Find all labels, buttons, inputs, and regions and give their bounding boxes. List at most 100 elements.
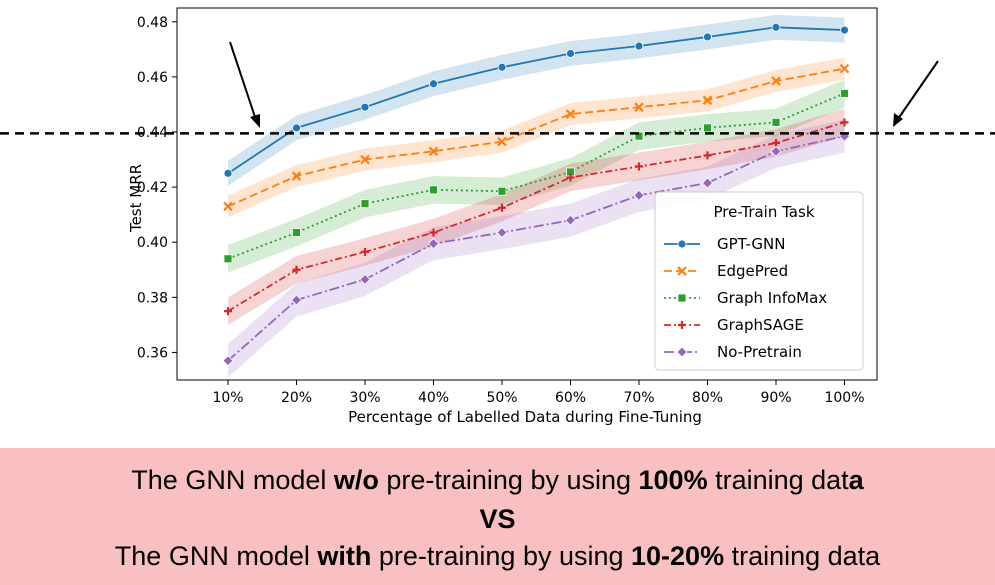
- band-gpt-gnn: [228, 14, 845, 186]
- band-edgepred: [228, 57, 845, 218]
- y-tick-label: 0.48: [137, 15, 168, 31]
- x-tick-label: 80%: [692, 390, 723, 406]
- legend-label-gpt-gnn: GPT-GNN: [717, 235, 785, 253]
- point-edgepred: [839, 63, 850, 74]
- point-edgepred: [223, 201, 233, 212]
- point-graphsage: [840, 118, 849, 127]
- line-no-pretrain: [227, 135, 845, 362]
- point-graphsage: [635, 162, 643, 171]
- series-markers: [222, 22, 851, 367]
- point-graph-infomax: [292, 228, 301, 237]
- caption-box: The GNN model w/o pre-training by using …: [0, 448, 995, 585]
- caption-text: The GNN model: [131, 465, 334, 495]
- caption-line-1: The GNN model w/o pre-training by using …: [0, 464, 995, 496]
- point-gpt-gnn: [497, 62, 507, 72]
- y-tick-label: 0.42: [137, 180, 168, 196]
- point-no-pretrain: [427, 238, 440, 250]
- caption-bold: 10-20%: [631, 541, 725, 571]
- point-graphsage: [224, 307, 232, 316]
- y-tick-label: 0.36: [137, 345, 168, 361]
- y-axis-label: Test MRR: [127, 164, 145, 233]
- line-gpt-gnn: [227, 26, 845, 175]
- legend-marker-graph-infomax: [677, 293, 687, 303]
- point-edgepred: [565, 109, 576, 119]
- point-graph-infomax: [223, 254, 233, 264]
- point-graph-infomax: [771, 117, 781, 127]
- legend-label-graph-infomax: Graph InfoMax: [717, 289, 827, 307]
- series-lines: [227, 26, 845, 362]
- x-axis-ticks: 10% 20% 30% 40% 50% 60% 70% 80% 90% 100%: [212, 380, 865, 406]
- caption-bold: a: [848, 465, 864, 495]
- point-edgepred: [702, 95, 713, 106]
- point-gpt-gnn: [292, 123, 301, 133]
- point-gpt-gnn: [771, 22, 781, 32]
- band-no-pretrain: [228, 119, 845, 378]
- point-edgepred: [360, 154, 370, 165]
- point-no-pretrain: [564, 214, 577, 226]
- legend-marker-gpt-gnn: [677, 239, 687, 249]
- point-edgepred: [291, 171, 302, 181]
- x-tick-label: 50%: [486, 390, 517, 406]
- caption-text: The GNN model: [114, 541, 318, 571]
- x-tick-label: 20%: [281, 390, 312, 406]
- caption-bold: w/o: [333, 465, 379, 495]
- line-graphsage: [227, 121, 845, 312]
- legend-label-edgepred: EdgePred: [717, 262, 788, 280]
- legend-title: Pre-Train Task: [713, 203, 814, 221]
- point-edgepred: [497, 136, 507, 147]
- legend-marker-graphsage: [678, 321, 686, 329]
- chart: 0.360.380.400.420.440.460.48 10% 20% 30% 40…: [0, 7, 995, 426]
- point-gpt-gnn: [360, 102, 370, 112]
- legend-marker-no-pretrain: [676, 346, 688, 358]
- legend-label-graphsage: GraphSAGE: [717, 316, 804, 334]
- x-tick-label: 30%: [349, 390, 380, 406]
- arrow-right-icon: [893, 60, 939, 127]
- point-no-pretrain: [359, 273, 371, 285]
- x-tick-label: 100%: [824, 390, 864, 406]
- point-gpt-gnn: [703, 32, 712, 42]
- caption-text: training dat: [707, 465, 849, 495]
- point-no-pretrain: [633, 189, 645, 201]
- point-graph-infomax: [840, 89, 849, 98]
- y-tick-label: 0.38: [137, 290, 168, 306]
- point-graph-infomax: [497, 186, 507, 196]
- band-graphsage: [228, 108, 845, 325]
- point-graphsage: [292, 265, 301, 274]
- legend-box: [654, 191, 864, 371]
- point-graphsage: [772, 139, 780, 148]
- point-graphsage: [703, 151, 712, 160]
- caption-line-2: VS: [0, 503, 995, 535]
- legend-label-no-pretrain: No-Pretrain: [717, 343, 802, 361]
- point-gpt-gnn: [223, 168, 233, 178]
- point-graphsage: [566, 173, 575, 182]
- caption-text: pre-training by using: [371, 541, 632, 571]
- point-no-pretrain: [496, 227, 508, 239]
- point-no-pretrain: [290, 294, 303, 306]
- point-graphsage: [429, 228, 438, 237]
- legend-marker-edgepred: [677, 266, 687, 276]
- confidence-bands: [228, 14, 845, 378]
- point-gpt-gnn: [566, 49, 575, 58]
- y-tick-label: 0.40: [137, 235, 168, 251]
- point-no-pretrain: [701, 177, 714, 189]
- x-tick-label: 60%: [555, 390, 586, 406]
- point-gpt-gnn: [840, 25, 849, 35]
- legend-items: GPT-GNN EdgePred Graph InfoMax GraphSAGE No-…: [664, 235, 827, 361]
- line-edgepred: [227, 67, 845, 208]
- caption-bold: 100%: [638, 465, 708, 495]
- point-graphsage: [498, 203, 506, 212]
- point-no-pretrain: [770, 145, 782, 157]
- point-graph-infomax: [360, 199, 370, 209]
- caption-text: pre-training by using: [378, 465, 639, 495]
- point-gpt-gnn: [429, 79, 438, 89]
- band-graph-infomax: [228, 79, 845, 273]
- point-graph-infomax: [429, 185, 438, 195]
- caption-bold: with: [317, 541, 372, 571]
- point-graph-infomax: [703, 123, 712, 133]
- caption-line-3: The GNN model with pre-training by using…: [0, 540, 995, 572]
- x-tick-label: 40%: [418, 390, 449, 406]
- arrow-left-icon: [229, 41, 260, 128]
- legend: Pre-Train Task GPT-GNN EdgePred Graph Info…: [654, 191, 864, 371]
- point-edgepred: [771, 76, 781, 86]
- x-tick-label: 70%: [623, 390, 654, 406]
